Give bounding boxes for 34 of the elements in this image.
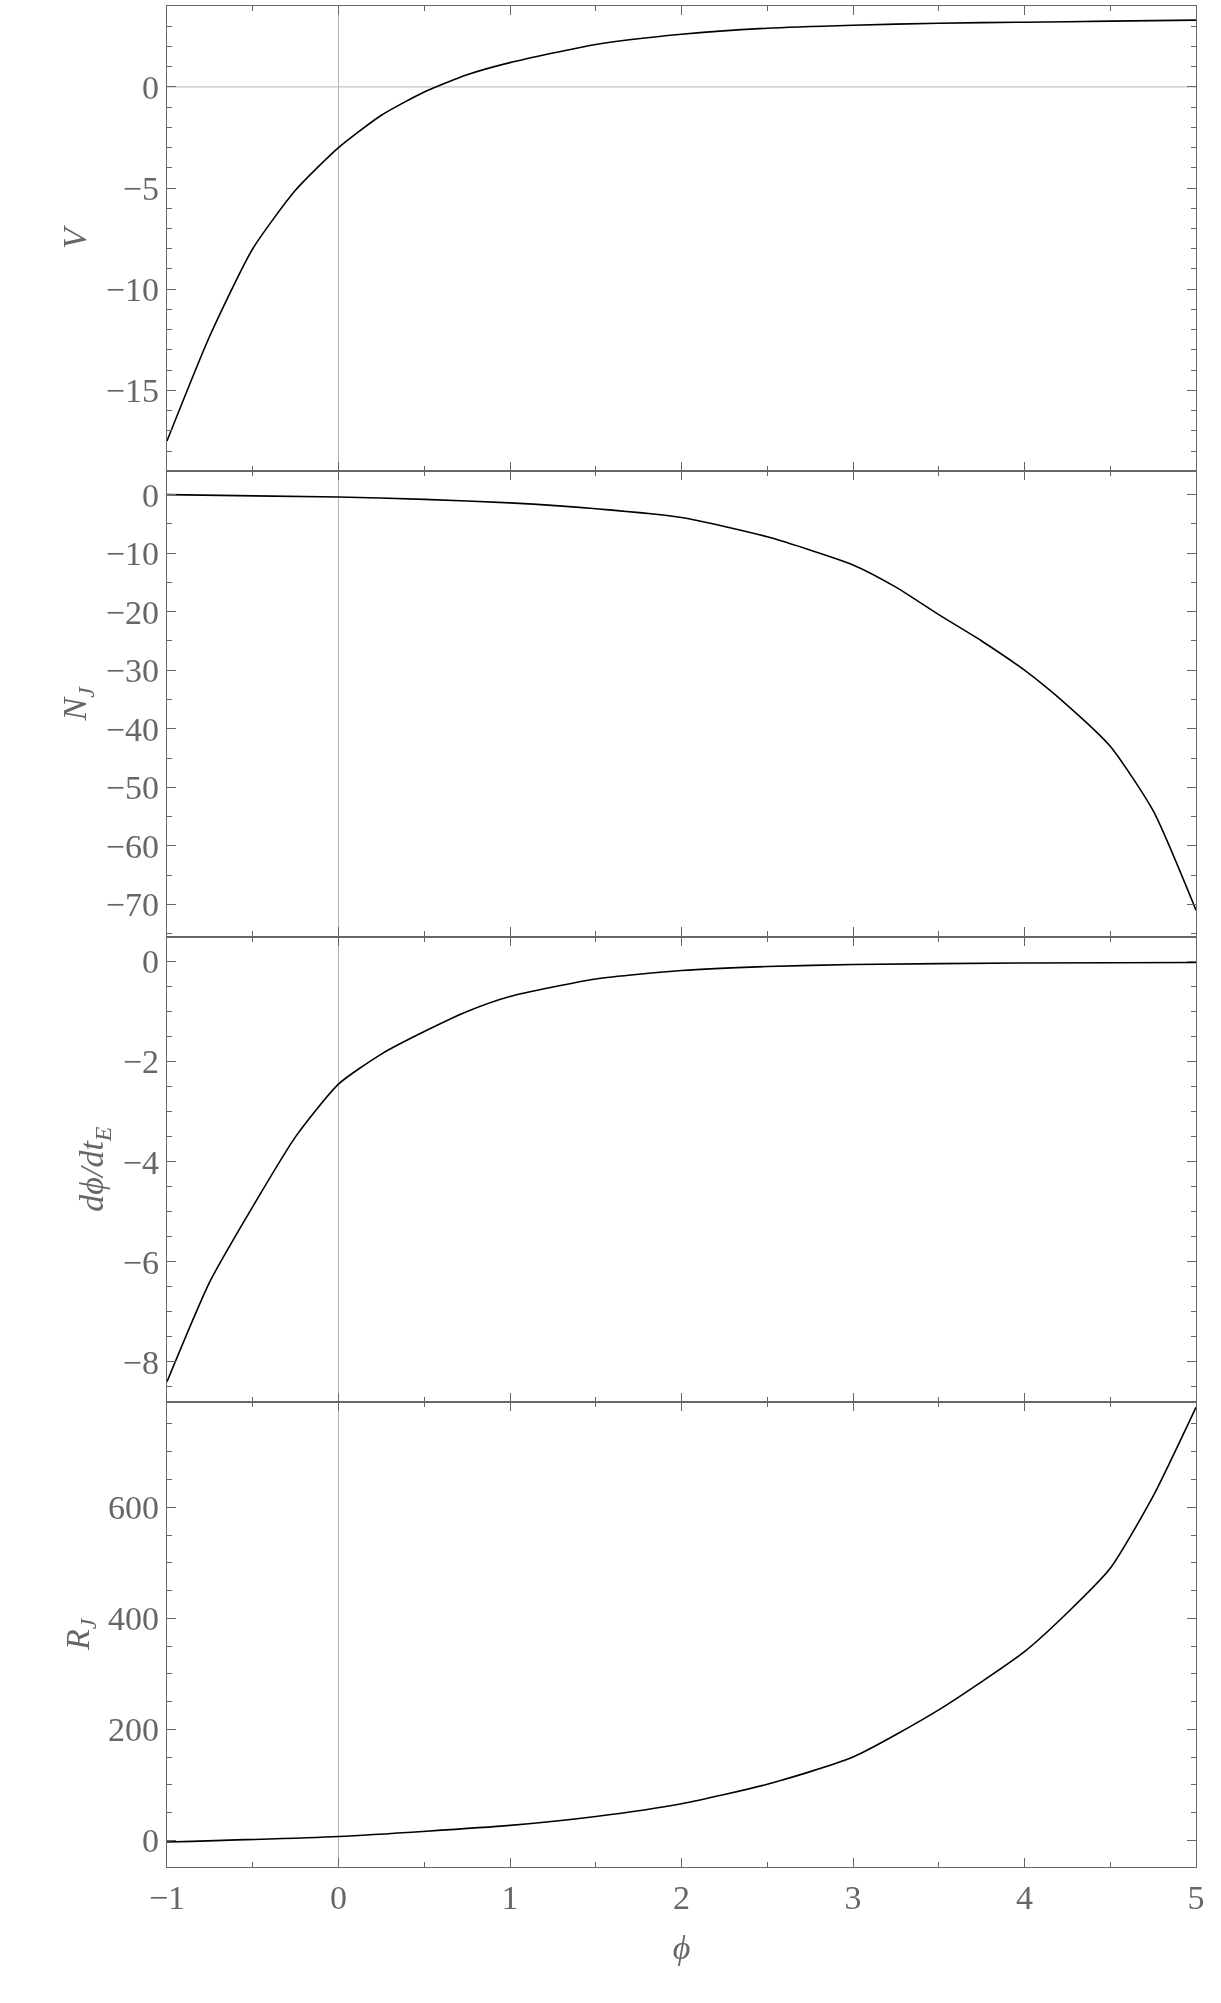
y-tick-label: −8 <box>122 1343 160 1381</box>
line-series <box>167 961 1196 1383</box>
y-tick-label: 400 <box>108 1600 160 1638</box>
y-tick-label: −70 <box>105 886 160 924</box>
line-series <box>167 19 1196 442</box>
x-tick-label: 2 <box>673 1878 690 1916</box>
x-tick-label: 5 <box>1187 1878 1205 1916</box>
y-tick-label: −2 <box>122 1043 160 1081</box>
x-tick-label: 3 <box>844 1878 862 1916</box>
y-tick-label: −40 <box>105 710 160 748</box>
y-axis-title: V <box>56 224 94 250</box>
y-tick-label: 0 <box>142 476 160 514</box>
y-tick-label: −10 <box>105 271 160 309</box>
line-series <box>167 1406 1196 1843</box>
x-tick-label: 4 <box>1016 1878 1033 1916</box>
x-tick-label: −1 <box>148 1878 186 1916</box>
y-tick-label: −4 <box>122 1143 160 1181</box>
x-tick-label: 1 <box>501 1878 519 1916</box>
y-tick-label: −6 <box>122 1243 160 1281</box>
y-tick-label: 0 <box>142 1822 160 1860</box>
x-tick-label: 0 <box>330 1878 347 1916</box>
y-tick-label: −5 <box>122 169 160 207</box>
y-tick-label: −15 <box>105 372 160 410</box>
y-tick-label: 0 <box>142 68 160 106</box>
y-tick-label: 0 <box>142 943 160 981</box>
y-tick-label: −20 <box>105 593 160 631</box>
x-axis-title: ϕ <box>672 1929 691 1967</box>
y-tick-label: −10 <box>105 535 160 573</box>
y-tick-label: −30 <box>105 652 160 690</box>
y-tick-label: 200 <box>108 1711 160 1749</box>
y-tick-label: 600 <box>108 1489 160 1527</box>
y-tick-label: −60 <box>105 827 160 865</box>
y-tick-label: −50 <box>105 769 160 807</box>
line-series <box>167 493 1196 911</box>
